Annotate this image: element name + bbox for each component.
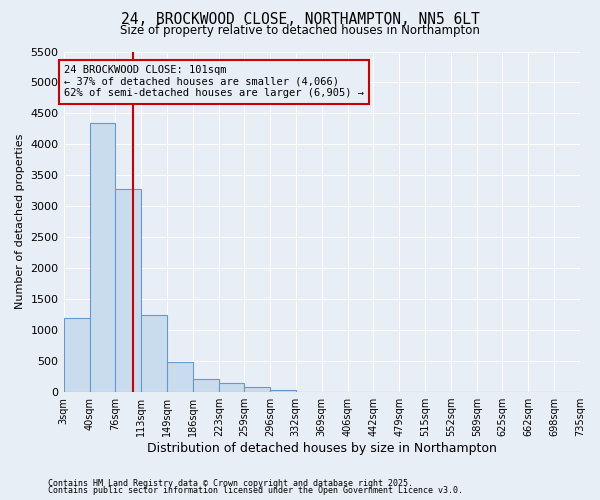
Text: 24 BROCKWOOD CLOSE: 101sqm
← 37% of detached houses are smaller (4,066)
62% of s: 24 BROCKWOOD CLOSE: 101sqm ← 37% of deta…	[64, 65, 364, 98]
Bar	[115, 189, 141, 392]
Text: Contains HM Land Registry data © Crown copyright and database right 2025.: Contains HM Land Registry data © Crown c…	[48, 478, 413, 488]
Bar	[219, 383, 244, 392]
Bar	[167, 362, 193, 392]
Text: 24, BROCKWOOD CLOSE, NORTHAMPTON, NN5 6LT: 24, BROCKWOOD CLOSE, NORTHAMPTON, NN5 6L…	[121, 12, 479, 28]
Bar	[244, 388, 270, 392]
Bar	[193, 379, 219, 392]
Text: Size of property relative to detached houses in Northampton: Size of property relative to detached ho…	[120, 24, 480, 37]
Bar	[141, 314, 167, 392]
Bar	[270, 390, 296, 392]
Y-axis label: Number of detached properties: Number of detached properties	[15, 134, 25, 310]
Bar	[64, 318, 89, 392]
Text: Contains public sector information licensed under the Open Government Licence v3: Contains public sector information licen…	[48, 486, 463, 495]
X-axis label: Distribution of detached houses by size in Northampton: Distribution of detached houses by size …	[147, 442, 497, 455]
Bar	[89, 122, 115, 392]
